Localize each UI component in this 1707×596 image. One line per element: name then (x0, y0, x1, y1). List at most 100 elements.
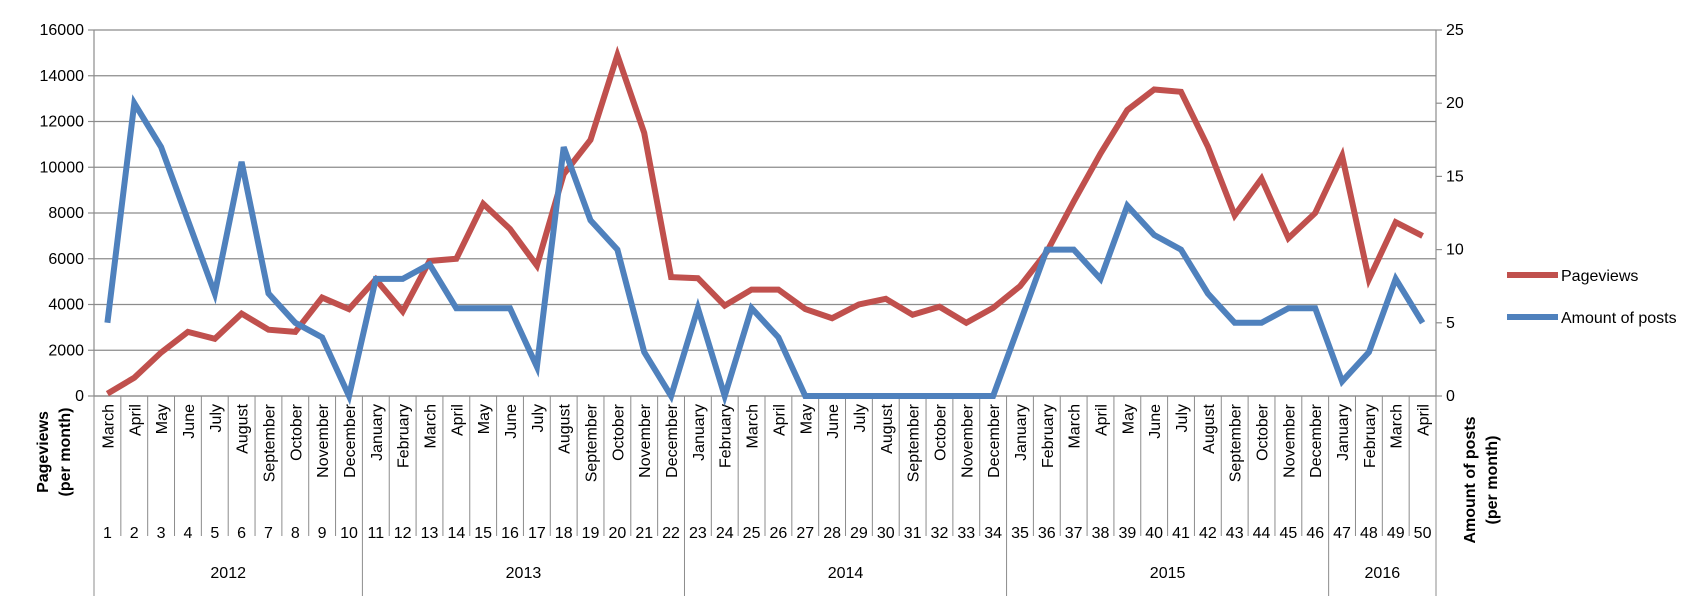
month-label: January (691, 404, 708, 461)
axis-title-line: (per month) (1484, 436, 1501, 525)
right-tick-label: 5 (1446, 315, 1455, 332)
month-label: December (1308, 403, 1325, 477)
left-tick-label: 4000 (48, 297, 84, 314)
legend: Pageviews Amount of posts (1507, 268, 1677, 327)
month-label: August (557, 403, 574, 453)
index-label: 9 (318, 525, 327, 542)
month-label: November (1281, 403, 1298, 477)
month-label: January (1335, 404, 1352, 461)
month-label: July (1174, 404, 1191, 432)
month-label: September (584, 403, 601, 482)
right-axis-ticks: 0 5 10 15 20 25 (1436, 22, 1464, 405)
month-label: December (986, 403, 1003, 477)
month-label: May (798, 404, 815, 434)
index-label: 33 (957, 525, 975, 542)
index-label: 4 (183, 525, 192, 542)
index-label: 32 (931, 525, 949, 542)
year-label: 2014 (828, 565, 864, 582)
year-label: 2016 (1365, 565, 1401, 582)
index-label: 30 (877, 525, 895, 542)
index-label: 10 (340, 525, 358, 542)
index-label: 41 (1172, 525, 1190, 542)
year-label: 2013 (506, 565, 542, 582)
axes (93, 30, 1437, 536)
index-label: 12 (394, 525, 412, 542)
right-axis-title: Amount of posts (per month) (1462, 416, 1501, 543)
index-label: 25 (743, 525, 761, 542)
left-tick-label: 0 (75, 388, 84, 405)
index-label: 5 (210, 525, 219, 542)
month-label: March (100, 404, 117, 448)
month-label: July (530, 404, 547, 432)
month-label: September (261, 403, 278, 482)
index-label: 39 (1118, 525, 1136, 542)
index-label: 50 (1414, 525, 1432, 542)
month-label: April (1094, 404, 1111, 436)
index-label: 42 (1199, 525, 1217, 542)
month-label: January (369, 404, 386, 461)
left-tick-label: 16000 (40, 22, 85, 39)
index-label: 8 (291, 525, 300, 542)
index-label: 28 (823, 525, 841, 542)
legend-label-posts: Amount of posts (1561, 310, 1677, 327)
left-tick-label: 10000 (40, 159, 85, 176)
month-label: December (664, 403, 681, 477)
series-line-posts (104, 94, 1426, 407)
month-labels: March April May June July August September Octo… (100, 403, 1432, 482)
left-axis-ticks: 0 2000 4000 6000 8000 10000 12000 14000 16000 (40, 22, 94, 405)
month-label: March (745, 404, 762, 448)
index-label: 21 (635, 525, 653, 542)
month-label: June (181, 404, 198, 439)
series-layer (104, 45, 1426, 407)
index-label: 31 (904, 525, 922, 542)
index-label: 18 (555, 525, 573, 542)
year-labels: 2012 2013 2014 2015 2016 (93, 536, 1437, 596)
month-label: August (235, 403, 252, 453)
index-label: 34 (984, 525, 1002, 542)
axis-title-line: (per month) (57, 408, 74, 497)
index-label: 20 (608, 525, 626, 542)
year-label: 2015 (1150, 565, 1186, 582)
month-label: November (637, 403, 654, 477)
index-label: 6 (237, 525, 246, 542)
index-label: 35 (1011, 525, 1029, 542)
index-label: 27 (796, 525, 814, 542)
index-label: 11 (368, 525, 385, 542)
index-label: 7 (264, 525, 273, 542)
index-label: 49 (1387, 525, 1405, 542)
index-label: 17 (528, 525, 546, 542)
month-label: September (906, 403, 923, 482)
index-label: 44 (1253, 525, 1271, 542)
month-label: February (1040, 404, 1057, 468)
axis-title-line: Amount of posts (1462, 416, 1479, 543)
month-label: March (1067, 404, 1084, 448)
month-label: October (288, 403, 305, 461)
month-label: June (503, 404, 520, 439)
month-label: May (154, 404, 171, 434)
index-label: 19 (582, 525, 600, 542)
left-tick-label: 8000 (48, 205, 84, 222)
index-label: 16 (501, 525, 519, 542)
right-tick-label: 10 (1446, 242, 1464, 259)
month-label: April (127, 404, 144, 436)
month-label: July (852, 404, 869, 432)
month-label: November (315, 403, 332, 477)
month-label: October (932, 403, 949, 461)
right-tick-label: 0 (1446, 388, 1455, 405)
month-label: April (771, 404, 788, 436)
left-tick-label: 12000 (40, 114, 85, 131)
month-label: February (396, 404, 413, 468)
month-label: June (1147, 404, 1164, 439)
legend-label-pageviews: Pageviews (1561, 268, 1638, 285)
index-label: 45 (1279, 525, 1297, 542)
index-label: 26 (770, 525, 788, 542)
right-tick-label: 25 (1446, 22, 1464, 39)
left-tick-label: 2000 (48, 342, 84, 359)
index-label: 46 (1306, 525, 1324, 542)
index-label: 1 (103, 525, 112, 542)
index-label: 37 (1065, 525, 1083, 542)
index-label: 13 (421, 525, 439, 542)
index-label: 36 (1038, 525, 1056, 542)
index-label: 23 (689, 525, 707, 542)
